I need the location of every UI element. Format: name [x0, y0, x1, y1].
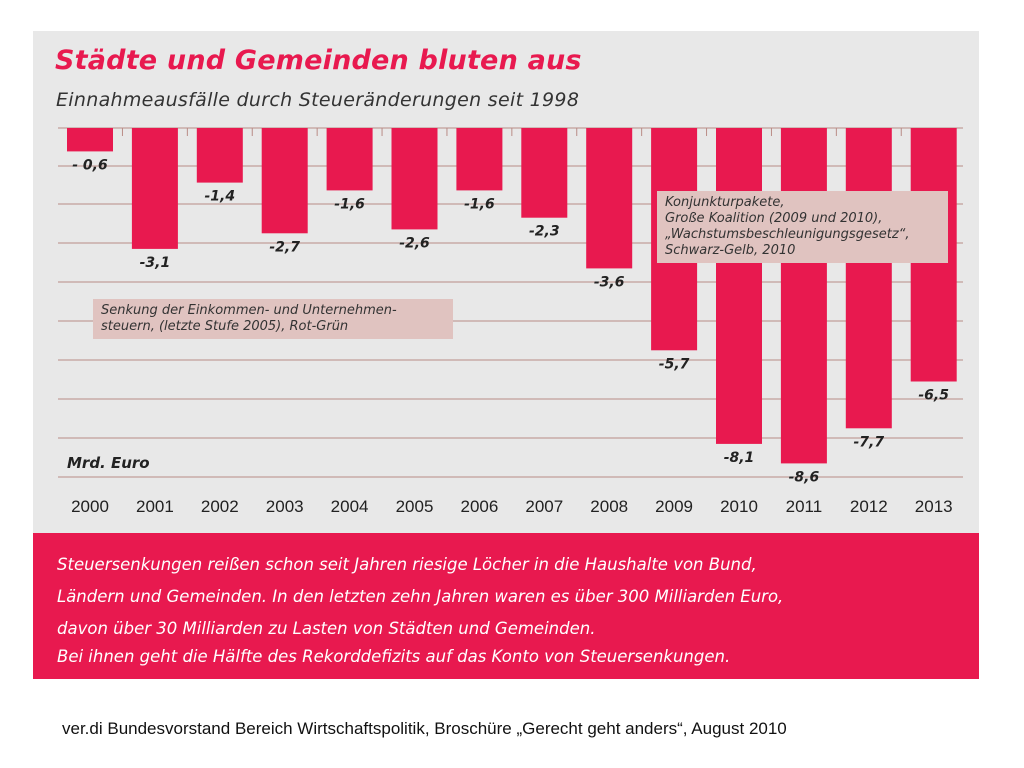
x-tick-2006: 2006 [460, 497, 498, 516]
chart-subtitle: Einnahmeausfälle durch Steueränderungen … [56, 89, 580, 111]
footer-banner: Steuersenkungen reißen schon seit Jahren… [33, 533, 979, 679]
annotation-line: steuern, (letzte Stufe 2005), Rot-Grün [101, 319, 349, 334]
annotation-line: Senkung der Einkommen- und Unternehmen- [101, 303, 397, 318]
bar-2006 [456, 128, 503, 191]
bar-2001 [131, 128, 178, 249]
source-caption: ver.di Bundesvorstand Bereich Wirtschaft… [62, 719, 787, 738]
value-label-2006: -1,6 [464, 196, 495, 212]
chart-panel: Städte und Gemeinden bluten aus Einnahme… [33, 31, 979, 533]
x-tick-2011: 2011 [786, 497, 823, 516]
value-label-2003: -2,7 [269, 239, 300, 255]
value-label-2004: -1,6 [334, 196, 365, 212]
value-labels: - 0,6 -3,1 -1,4 -2,7 -1,6 -2,6 -1,6 -2,3 -3,6 -5,… [72, 157, 949, 485]
annotation-line: Große Koalition (2009 und 2010), [665, 211, 883, 226]
x-tick-2007: 2007 [525, 497, 563, 516]
x-tick-2001: 2001 [136, 497, 174, 516]
x-tick-2005: 2005 [396, 497, 434, 516]
x-tick-2008: 2008 [590, 497, 628, 516]
value-label-2013: -6,5 [918, 388, 949, 404]
bar-2010 [716, 128, 762, 444]
value-label-2012: -7,7 [853, 434, 884, 450]
bar-2011 [780, 128, 827, 464]
value-label-2010: -8,1 [724, 450, 755, 466]
bar-2002 [196, 128, 243, 183]
x-tick-2009: 2009 [655, 497, 693, 516]
bar-2007 [521, 128, 568, 218]
bars [67, 128, 957, 464]
x-tick-2004: 2004 [331, 497, 369, 516]
value-label-2008: -3,6 [594, 274, 625, 290]
banner-line: Bei ihnen geht die Hälfte des Rekorddefi… [57, 647, 731, 666]
bar-2000 [67, 128, 113, 152]
value-label-2007: -2,3 [529, 224, 560, 240]
banner-line: Steuersenkungen reißen schon seit Jahren… [57, 555, 757, 574]
x-tick-2012: 2012 [850, 497, 888, 516]
annotation-rot-gruen: Senkung der Einkommen- und Unternehmen- … [93, 299, 453, 339]
annotation-line: Schwarz-Gelb, 2010 [665, 243, 796, 258]
annotation-line: „Wachstumsbeschleunigungsgesetz“, [665, 227, 910, 242]
annotation-konjunkturpakete: Konjunkturpakete, Große Koalition (2009 … [657, 191, 948, 263]
bar-chart: - 0,6 -3,1 -1,4 -2,7 -1,6 -2,6 -1,6 -2,3 -3,6 -5,… [58, 127, 963, 516]
chart-title: Städte und Gemeinden bluten aus [55, 45, 582, 76]
x-tick-2013: 2013 [915, 497, 953, 516]
value-label-2000: - 0,6 [72, 157, 108, 173]
bar-2003 [261, 128, 308, 234]
value-label-2002: -1,4 [204, 189, 235, 205]
x-tick-2010: 2010 [720, 497, 758, 516]
bar-2004 [326, 128, 373, 191]
value-label-2001: -3,1 [140, 255, 171, 271]
x-tick-labels: 2000 2001 2002 2003 2004 2005 2006 2007 2008 2009… [71, 497, 953, 516]
value-label-2009: -5,7 [659, 356, 690, 372]
bar-2008 [586, 128, 633, 269]
x-tick-2003: 2003 [266, 497, 304, 516]
value-label-2011: -8,6 [789, 469, 820, 485]
banner-line: davon über 30 Milliarden zu Lasten von S… [57, 619, 596, 638]
bar-2012 [845, 128, 892, 429]
annotation-line: Konjunkturpakete, [665, 195, 785, 210]
x-tick-2002: 2002 [201, 497, 239, 516]
bar-2005 [391, 128, 438, 230]
value-label-2005: -2,6 [399, 235, 430, 251]
unit-label: Mrd. Euro [67, 454, 150, 472]
x-tick-2000: 2000 [71, 497, 109, 516]
banner-line: Ländern und Gemeinden. In den letzten ze… [57, 587, 784, 606]
